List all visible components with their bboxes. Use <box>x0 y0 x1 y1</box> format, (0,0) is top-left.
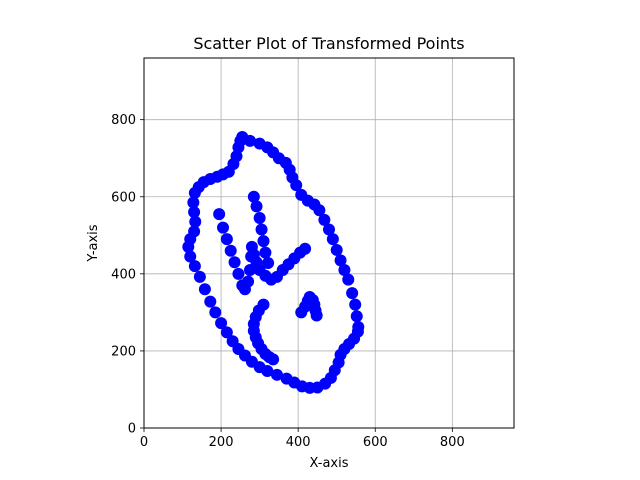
data-point <box>188 225 201 238</box>
data-point <box>280 372 293 385</box>
data-point <box>259 246 272 259</box>
data-point <box>330 243 343 256</box>
data-point <box>310 309 323 322</box>
data-point <box>213 208 226 221</box>
data-point <box>350 310 363 323</box>
y-tick-label: 0 <box>128 422 136 437</box>
data-point <box>193 270 206 283</box>
axis-ticks: 0 200 400 600 800 0 200 400 600 800 <box>111 113 465 450</box>
x-tick-label: 800 <box>440 435 465 450</box>
data-point <box>220 326 233 339</box>
data-point <box>270 368 283 381</box>
data-point <box>247 190 260 203</box>
data-point <box>188 260 201 273</box>
data-point <box>242 275 255 288</box>
data-point <box>349 298 362 311</box>
data-point <box>255 223 268 236</box>
data-points <box>182 131 365 394</box>
x-tick-label: 600 <box>363 435 388 450</box>
x-axis-label: X-axis <box>310 456 349 471</box>
data-point <box>346 287 359 300</box>
data-point <box>342 273 355 286</box>
data-point <box>215 317 228 330</box>
data-point <box>232 267 245 280</box>
data-point <box>334 254 347 267</box>
y-tick-label: 800 <box>111 113 136 128</box>
chart-title: Scatter Plot of Transformed Points <box>193 34 464 53</box>
data-point <box>209 306 222 319</box>
data-point <box>326 233 339 246</box>
x-tick-label: 200 <box>209 435 234 450</box>
data-point <box>313 204 326 217</box>
data-point <box>267 353 280 366</box>
data-point <box>217 221 230 234</box>
data-point <box>250 200 263 213</box>
data-point <box>290 179 303 192</box>
data-point <box>262 257 275 270</box>
data-point <box>198 283 211 296</box>
y-tick-label: 400 <box>111 267 136 282</box>
data-point <box>187 196 200 209</box>
data-point <box>257 235 270 248</box>
plot-area-frame <box>143 57 515 429</box>
data-point <box>189 215 202 228</box>
data-point <box>224 244 237 257</box>
x-tick-label: 400 <box>286 435 311 450</box>
data-point <box>228 256 241 269</box>
data-point <box>188 206 201 219</box>
data-point <box>226 335 239 348</box>
y-axis-label: Y-axis <box>86 224 101 262</box>
data-point <box>220 233 233 246</box>
data-point <box>253 211 266 224</box>
data-point <box>299 242 312 255</box>
y-tick-label: 200 <box>111 344 136 359</box>
data-point <box>323 223 335 236</box>
y-tick-label: 600 <box>111 190 136 205</box>
data-point <box>234 134 247 147</box>
data-point <box>318 213 331 226</box>
x-tick-label: 0 <box>140 435 148 450</box>
data-point <box>338 263 351 276</box>
data-point <box>243 134 256 147</box>
data-point <box>184 250 197 263</box>
data-point <box>204 295 217 308</box>
